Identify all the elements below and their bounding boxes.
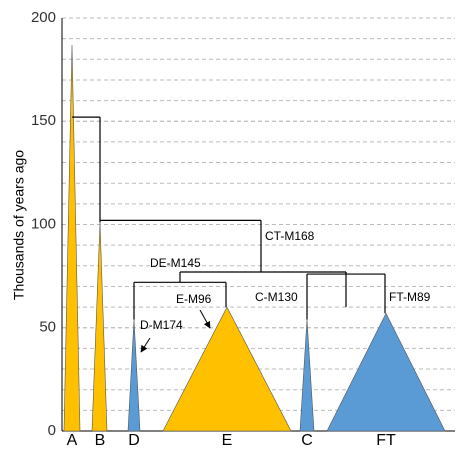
x-tick-label: C: [301, 432, 313, 449]
join-label: DE-M145: [150, 256, 201, 270]
y-tick-label: 50: [39, 319, 56, 336]
y-tick-label: 100: [31, 215, 56, 232]
x-tick-label: E: [222, 432, 233, 449]
x-tick-label: A: [67, 432, 78, 449]
y-tick-label: 0: [48, 422, 56, 439]
y-axis-label: Thousands of years ago: [11, 150, 27, 300]
clade-triangle: [326, 312, 446, 432]
clade-triangle: [162, 306, 292, 432]
clade-triangle: [127, 319, 141, 432]
x-tick-label: D: [128, 432, 140, 449]
marker-arrow: [140, 337, 151, 353]
x-tick-label: FT: [376, 432, 396, 449]
y-tick-label: 150: [31, 112, 56, 129]
clade-triangle: [91, 222, 108, 432]
marker-arrow: [199, 309, 211, 329]
clade-triangle: [63, 44, 81, 432]
join-label: CT-M168: [265, 229, 315, 243]
marker-label: D-M174: [140, 318, 183, 332]
clade-triangle: [299, 319, 315, 432]
marker-label: C-M130: [255, 290, 298, 304]
marker-label: FT-M89: [389, 290, 431, 304]
y-tick-label: 200: [31, 9, 56, 26]
marker-label: E-M96: [176, 292, 212, 306]
x-tick-label: B: [95, 432, 106, 449]
